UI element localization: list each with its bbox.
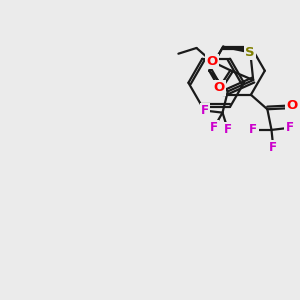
Text: F: F — [286, 121, 293, 134]
Text: S: S — [245, 46, 255, 59]
Text: O: O — [286, 99, 297, 112]
Text: F: F — [201, 104, 209, 117]
Text: F: F — [224, 123, 232, 136]
Text: F: F — [269, 141, 277, 154]
Text: O: O — [206, 55, 218, 68]
Text: F: F — [249, 123, 257, 136]
Text: O: O — [213, 82, 224, 94]
Text: F: F — [210, 122, 218, 134]
